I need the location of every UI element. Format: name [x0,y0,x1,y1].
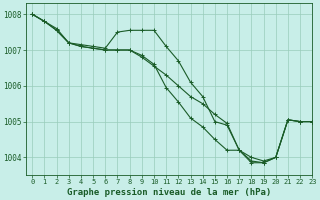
X-axis label: Graphe pression niveau de la mer (hPa): Graphe pression niveau de la mer (hPa) [67,188,271,197]
